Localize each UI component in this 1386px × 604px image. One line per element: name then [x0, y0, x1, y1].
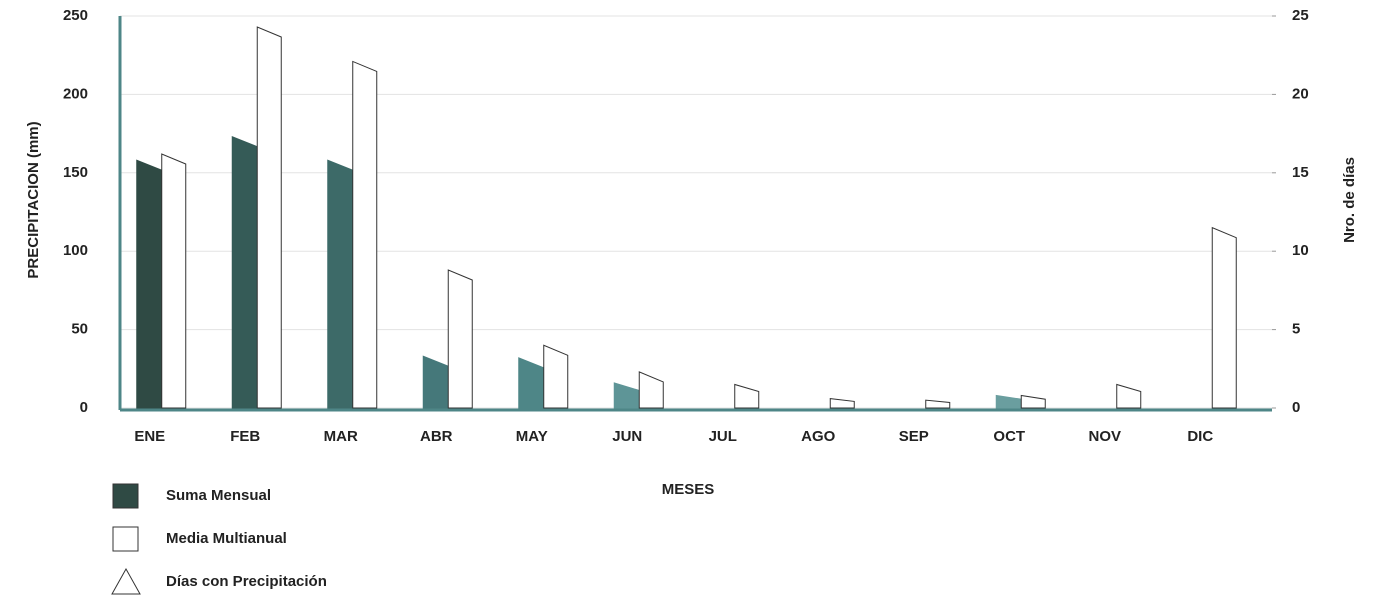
y2-tick-label: 10	[1292, 242, 1309, 259]
x-tick-label: MAY	[516, 428, 548, 445]
bar	[1020, 394, 1046, 409]
y-tick-label: 100	[63, 242, 88, 259]
x-tick-label: MAR	[324, 428, 358, 445]
bar	[327, 159, 354, 409]
y2-tick-label: 25	[1292, 7, 1309, 24]
x-tick-label: FEB	[230, 428, 260, 445]
bar	[136, 159, 163, 409]
bar	[231, 135, 258, 409]
y-tick-label: 250	[63, 7, 88, 24]
x-tick-label: SEP	[899, 428, 929, 445]
bar	[352, 60, 378, 409]
x-tick-label: ABR	[420, 428, 453, 445]
y-tick-label: 150	[63, 164, 88, 181]
bar	[734, 383, 760, 409]
bar	[829, 398, 855, 409]
legend-swatch	[112, 526, 139, 552]
y-tick-label: 50	[71, 321, 88, 338]
legend-label: Días con Precipitación	[166, 573, 327, 590]
x-tick-label: JUL	[709, 428, 737, 445]
bar	[613, 382, 640, 409]
x-tick-label: DIC	[1187, 428, 1213, 445]
y2-tick-label: 15	[1292, 164, 1309, 181]
bar	[1116, 383, 1142, 409]
bar	[518, 357, 545, 409]
bar	[422, 355, 449, 409]
bar	[543, 344, 569, 409]
x-tick-label: ENE	[134, 428, 165, 445]
bar	[638, 371, 664, 409]
y2-axis-title: Nro. de días	[1341, 157, 1358, 243]
y-axis-title: PRECIPITACION (mm)	[25, 121, 42, 278]
legend-label: Media Multianual	[166, 530, 287, 547]
x-tick-label: NOV	[1088, 428, 1121, 445]
bar	[447, 269, 473, 409]
bar	[995, 394, 1022, 409]
bar	[925, 399, 951, 409]
y2-tick-label: 20	[1292, 85, 1309, 102]
y2-tick-label: 0	[1292, 399, 1300, 416]
bar	[256, 26, 282, 409]
x-tick-label: OCT	[993, 428, 1025, 445]
y-tick-label: 0	[80, 399, 88, 416]
legend-label: Suma Mensual	[166, 487, 271, 504]
bar	[161, 153, 187, 409]
legend-swatch	[112, 483, 139, 509]
y2-tick-label: 5	[1292, 321, 1300, 338]
x-tick-label: AGO	[801, 428, 836, 445]
legend-swatch	[111, 567, 141, 595]
x-tick-label: JUN	[612, 428, 642, 445]
bar	[1211, 226, 1237, 409]
x-axis-title: MESES	[662, 481, 715, 498]
y-tick-label: 200	[63, 85, 88, 102]
